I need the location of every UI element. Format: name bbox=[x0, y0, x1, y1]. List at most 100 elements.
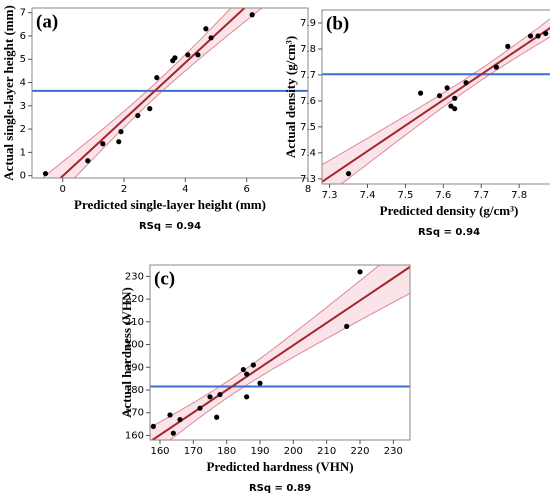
confidence-lower bbox=[169, 292, 410, 440]
data-point bbox=[535, 33, 541, 39]
y-tick-label: 230 bbox=[125, 271, 144, 282]
y-tick-label: 220 bbox=[125, 294, 144, 305]
confidence-band bbox=[322, 19, 550, 184]
data-point bbox=[344, 323, 350, 329]
data-point bbox=[154, 75, 160, 81]
x-tick-label: 160 bbox=[150, 446, 169, 457]
confidence-band bbox=[150, 265, 410, 440]
data-point bbox=[217, 391, 223, 398]
data-point bbox=[417, 90, 424, 96]
fit-line bbox=[59, 8, 246, 178]
data-point bbox=[118, 129, 124, 135]
plot-area bbox=[150, 265, 410, 440]
x-tick-label: 170 bbox=[184, 446, 203, 457]
data-point bbox=[208, 35, 214, 41]
data-point bbox=[244, 371, 250, 377]
x-tick-label: 2 bbox=[121, 184, 127, 195]
y-tick-label: 210 bbox=[125, 317, 144, 328]
x-tick-label: 190 bbox=[250, 446, 269, 457]
y-tick-label: 7.4 bbox=[300, 148, 316, 159]
plot-frame bbox=[149, 264, 411, 441]
data-point bbox=[214, 414, 220, 420]
y-tick-label: 180 bbox=[125, 385, 144, 396]
y-tick-label: 7.8 bbox=[300, 44, 316, 55]
data-point bbox=[207, 394, 213, 400]
x-tick-label: 7.3 bbox=[322, 190, 338, 201]
data-point bbox=[244, 394, 250, 400]
x-axis-label: Predicted single-layer height (mm) bbox=[74, 197, 266, 212]
y-tick-label: 200 bbox=[125, 340, 144, 351]
fit-line bbox=[322, 26, 550, 183]
data-point bbox=[170, 430, 176, 436]
data-point bbox=[257, 380, 263, 386]
x-tick-label: 7.5 bbox=[397, 190, 413, 201]
x-tick-label: 210 bbox=[317, 446, 336, 457]
data-point bbox=[527, 33, 534, 39]
panel-label: (b) bbox=[326, 13, 349, 34]
data-point bbox=[505, 43, 511, 49]
data-point bbox=[185, 52, 191, 58]
x-tick-label: 7.6 bbox=[435, 190, 451, 201]
data-point bbox=[444, 85, 450, 91]
data-point bbox=[172, 55, 178, 61]
confidence-band bbox=[42, 8, 262, 178]
y-tick-label: 170 bbox=[125, 408, 144, 419]
data-point bbox=[493, 64, 499, 70]
y-tick-label: 7.6 bbox=[300, 96, 316, 107]
y-tick-label: 7.9 bbox=[300, 18, 316, 29]
x-tick-label: 200 bbox=[284, 446, 303, 457]
data-point bbox=[448, 103, 454, 109]
y-tick-label: 190 bbox=[125, 362, 144, 373]
y-tick-label: 7.5 bbox=[300, 122, 316, 133]
x-tick-label: 180 bbox=[217, 446, 236, 457]
data-point bbox=[249, 12, 255, 18]
y-tick-label: 2 bbox=[20, 124, 26, 135]
panel-label: (a) bbox=[36, 11, 58, 32]
y-tick-label: 4 bbox=[20, 78, 26, 89]
y-tick-label: 6 bbox=[20, 31, 26, 42]
data-point bbox=[357, 269, 363, 275]
y-axis-label: Actual hardness (VHN) bbox=[119, 287, 134, 418]
plot-area bbox=[322, 18, 550, 184]
confidence-upper bbox=[322, 18, 550, 166]
y-tick-label: 0 bbox=[20, 171, 26, 182]
data-point bbox=[116, 139, 122, 145]
data-point bbox=[345, 171, 352, 177]
x-tick-label: 8 bbox=[305, 184, 311, 195]
rsq-note: RSq = 0.94 bbox=[139, 221, 201, 232]
data-point bbox=[436, 93, 443, 99]
data-point bbox=[135, 112, 141, 119]
y-axis-label: Actual density (g/cm³) bbox=[283, 36, 298, 158]
data-point bbox=[150, 423, 156, 429]
confidence-lower bbox=[340, 36, 550, 184]
data-point bbox=[240, 366, 246, 373]
data-point bbox=[543, 30, 549, 36]
data-point bbox=[203, 26, 209, 32]
y-tick-label: 7.3 bbox=[300, 174, 316, 185]
x-tick-label: 7.4 bbox=[360, 190, 376, 201]
data-point bbox=[167, 412, 173, 418]
confidence-upper bbox=[150, 265, 381, 428]
data-point bbox=[250, 362, 256, 368]
y-tick-label: 3 bbox=[20, 101, 26, 112]
data-point bbox=[463, 80, 469, 86]
x-tick-label: 6 bbox=[243, 184, 249, 195]
x-axis-label: Predicted density (g/cm³) bbox=[380, 203, 519, 218]
x-tick-label: 7.7 bbox=[473, 190, 489, 201]
data-point bbox=[195, 52, 201, 58]
data-point bbox=[147, 106, 153, 112]
y-tick-label: 160 bbox=[125, 430, 144, 441]
data-point bbox=[197, 405, 203, 411]
x-axis-label: Predicted hardness (VHN) bbox=[206, 459, 353, 474]
y-tick-label: 7.7 bbox=[300, 70, 316, 81]
confidence-lower bbox=[73, 8, 263, 178]
x-tick-label: 7.8 bbox=[511, 190, 527, 201]
plot-area bbox=[32, 8, 308, 178]
data-point bbox=[42, 170, 49, 177]
y-tick-label: 5 bbox=[20, 54, 26, 65]
data-point bbox=[452, 95, 458, 101]
x-tick-label: 0 bbox=[59, 184, 65, 195]
rsq-note: RSq = 0.94 bbox=[418, 227, 480, 238]
data-point bbox=[100, 141, 106, 147]
data-point bbox=[177, 416, 183, 423]
